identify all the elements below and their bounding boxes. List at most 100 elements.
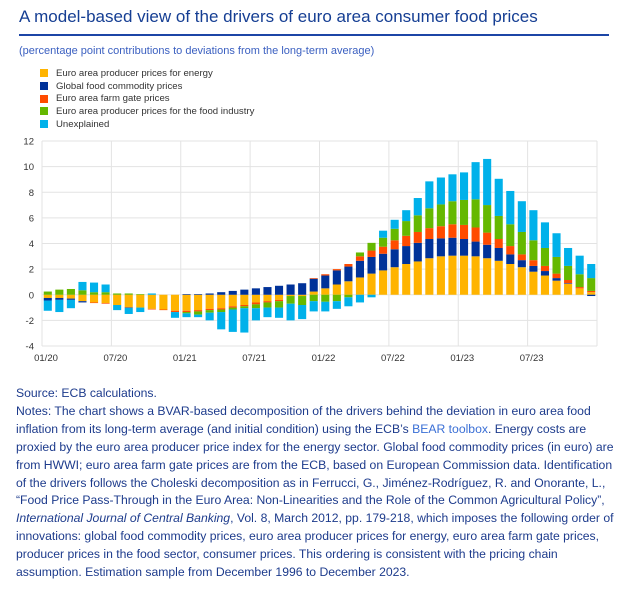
bar-segment-euro-area-farm-gate-prices xyxy=(170,310,180,313)
bar-segment-euro-area-farm-gate-prices xyxy=(413,231,422,243)
legend-label: Euro area farm gate prices xyxy=(56,93,170,105)
legend-item-energy: Euro area producer prices for energy xyxy=(40,67,254,80)
bar-segment-unexplained xyxy=(286,303,295,321)
bar-segment-euro-area-farm-gate-prices xyxy=(355,256,365,261)
bar-segment-euro-area-farm-gate-prices xyxy=(251,302,260,305)
bar-segment-unexplained xyxy=(228,309,237,332)
bar-segment-euro-area-farm-gate-prices xyxy=(101,303,110,304)
bar-segment-euro-area-farm-gate-prices xyxy=(228,306,237,308)
bar-segment-global-food-commodity-prices xyxy=(228,290,237,295)
bar-segment-euro-area-farm-gate-prices xyxy=(471,227,480,242)
bar-segment-euro-area-producer-prices-for-energy xyxy=(43,294,52,298)
bar-segment-euro-area-producer-prices-for-energy xyxy=(425,258,434,295)
x-tick-label: 01/23 xyxy=(450,353,474,364)
chart-notes: Source: ECB calculations. Notes: The cha… xyxy=(16,385,616,582)
bar-segment-global-food-commodity-prices xyxy=(182,294,191,295)
x-tick-label: 01/22 xyxy=(312,353,336,364)
bar-segment-euro-area-producer-prices-for-energy xyxy=(147,294,156,309)
y-tick-label: -2 xyxy=(26,316,34,327)
x-tick-label: 01/21 xyxy=(173,353,197,364)
bar-segment-euro-area-producer-prices-for-the-food-industry xyxy=(344,294,353,298)
bar-segment-euro-area-producer-prices-for-the-food-industry xyxy=(321,294,330,302)
bar-segment-unexplained xyxy=(298,305,307,320)
bar-segment-global-food-commodity-prices xyxy=(506,254,515,264)
bar-segment-euro-area-producer-prices-for-the-food-industry xyxy=(309,294,318,302)
bar-segment-euro-area-farm-gate-prices xyxy=(367,250,376,257)
bar-segment-euro-area-producer-prices-for-the-food-industry xyxy=(136,294,145,295)
bar-segment-euro-area-producer-prices-for-the-food-industry xyxy=(124,293,133,295)
bar-segment-euro-area-farm-gate-prices xyxy=(575,287,584,289)
legend-label: Unexplained xyxy=(56,118,110,130)
bar-segment-euro-area-producer-prices-for-the-food-industry xyxy=(564,265,573,281)
bar-segment-euro-area-producer-prices-for-energy xyxy=(367,273,376,295)
y-tick-label: 8 xyxy=(29,188,34,199)
bar-segment-global-food-commodity-prices xyxy=(217,292,226,295)
bar-segment-unexplained xyxy=(540,222,550,248)
bar-segment-euro-area-producer-prices-for-energy xyxy=(194,294,203,311)
bar-segment-euro-area-farm-gate-prices xyxy=(321,274,330,276)
bar-segment-euro-area-producer-prices-for-energy xyxy=(124,294,133,307)
bar-segment-global-food-commodity-prices xyxy=(321,275,330,289)
bar-segment-euro-area-producer-prices-for-the-food-industry xyxy=(575,274,584,288)
x-tick-label: 07/21 xyxy=(242,353,266,364)
notes-text: Notes: The chart shows a BVAR-based deco… xyxy=(16,403,616,582)
bar-segment-euro-area-farm-gate-prices xyxy=(159,309,168,311)
bar-segment-euro-area-producer-prices-for-the-food-industry xyxy=(228,307,237,310)
bar-segment-unexplained xyxy=(147,293,156,295)
bar-segment-euro-area-producer-prices-for-the-food-industry xyxy=(413,215,422,232)
bar-segment-unexplained xyxy=(182,313,191,318)
bar-segment-global-food-commodity-prices xyxy=(471,241,480,257)
bar-segment-unexplained xyxy=(494,178,503,216)
x-tick-label: 07/22 xyxy=(381,353,405,364)
bar-segment-unexplained xyxy=(101,284,110,293)
bar-segment-euro-area-producer-prices-for-energy xyxy=(217,294,226,309)
bar-segment-euro-area-producer-prices-for-the-food-industry xyxy=(113,293,122,295)
bar-segment-euro-area-farm-gate-prices xyxy=(540,265,550,272)
bar-segment-unexplained xyxy=(55,299,64,313)
bar-segment-euro-area-producer-prices-for-energy xyxy=(402,264,411,295)
bar-segment-unexplained xyxy=(459,172,469,200)
bar-segment-euro-area-farm-gate-prices xyxy=(217,308,226,310)
bar-segment-euro-area-producer-prices-for-energy xyxy=(321,288,330,295)
bar-segment-unexplained xyxy=(89,282,99,293)
x-tick-label: 07/20 xyxy=(103,353,127,364)
bar-segment-unexplained xyxy=(217,312,226,330)
bar-segment-euro-area-producer-prices-for-the-food-industry xyxy=(552,256,561,274)
bar-segment-euro-area-producer-prices-for-the-food-industry xyxy=(101,292,110,295)
bar-segment-unexplained xyxy=(413,198,422,216)
bar-segment-euro-area-producer-prices-for-energy xyxy=(564,283,573,295)
bar-segment-unexplained xyxy=(274,307,284,318)
y-tick-label: 2 xyxy=(29,265,34,276)
bar-segment-global-food-commodity-prices xyxy=(344,266,353,282)
bar-segment-unexplained xyxy=(136,307,145,313)
bar-segment-global-food-commodity-prices xyxy=(194,294,203,295)
bar-segment-euro-area-farm-gate-prices xyxy=(309,278,318,279)
bar-segment-unexplained xyxy=(170,312,180,318)
bar-segment-euro-area-producer-prices-for-the-food-industry xyxy=(274,301,284,308)
bar-segment-euro-area-farm-gate-prices xyxy=(529,260,538,266)
bar-segment-unexplained xyxy=(402,210,411,222)
bar-segment-euro-area-producer-prices-for-the-food-industry xyxy=(529,240,538,261)
bar-segment-euro-area-producer-prices-for-energy xyxy=(298,294,307,297)
bar-segment-euro-area-producer-prices-for-the-food-industry xyxy=(89,292,99,295)
bar-segment-unexplained xyxy=(113,305,122,311)
bar-segment-unexplained xyxy=(564,247,573,266)
bar-segment-euro-area-farm-gate-prices xyxy=(483,232,492,245)
bar-segment-euro-area-producer-prices-for-the-food-industry xyxy=(263,302,272,308)
legend-item-unexplained: Unexplained xyxy=(40,118,254,131)
bar-segment-unexplained xyxy=(575,255,584,275)
bar-segment-global-food-commodity-prices xyxy=(43,297,52,301)
bar-segment-global-food-commodity-prices xyxy=(413,242,422,262)
bar-segment-euro-area-producer-prices-for-energy xyxy=(344,281,353,295)
bear-toolbox-link[interactable]: BEAR toolbox xyxy=(412,421,488,436)
bar-segment-euro-area-producer-prices-for-the-food-industry xyxy=(506,224,515,247)
bar-segment-euro-area-producer-prices-for-energy xyxy=(483,258,492,295)
bar-segment-unexplained xyxy=(344,297,353,307)
bar-segment-euro-area-producer-prices-for-the-food-industry xyxy=(436,204,445,227)
bar-segment-unexplained xyxy=(436,177,445,205)
chart-subtitle: (percentage point contributions to devia… xyxy=(19,45,375,57)
bar-segment-euro-area-producer-prices-for-the-food-industry xyxy=(448,201,457,225)
bar-segment-euro-area-producer-prices-for-the-food-industry xyxy=(182,312,191,314)
bar-segment-euro-area-producer-prices-for-the-food-industry xyxy=(286,296,295,304)
bar-segment-global-food-commodity-prices xyxy=(459,239,469,256)
